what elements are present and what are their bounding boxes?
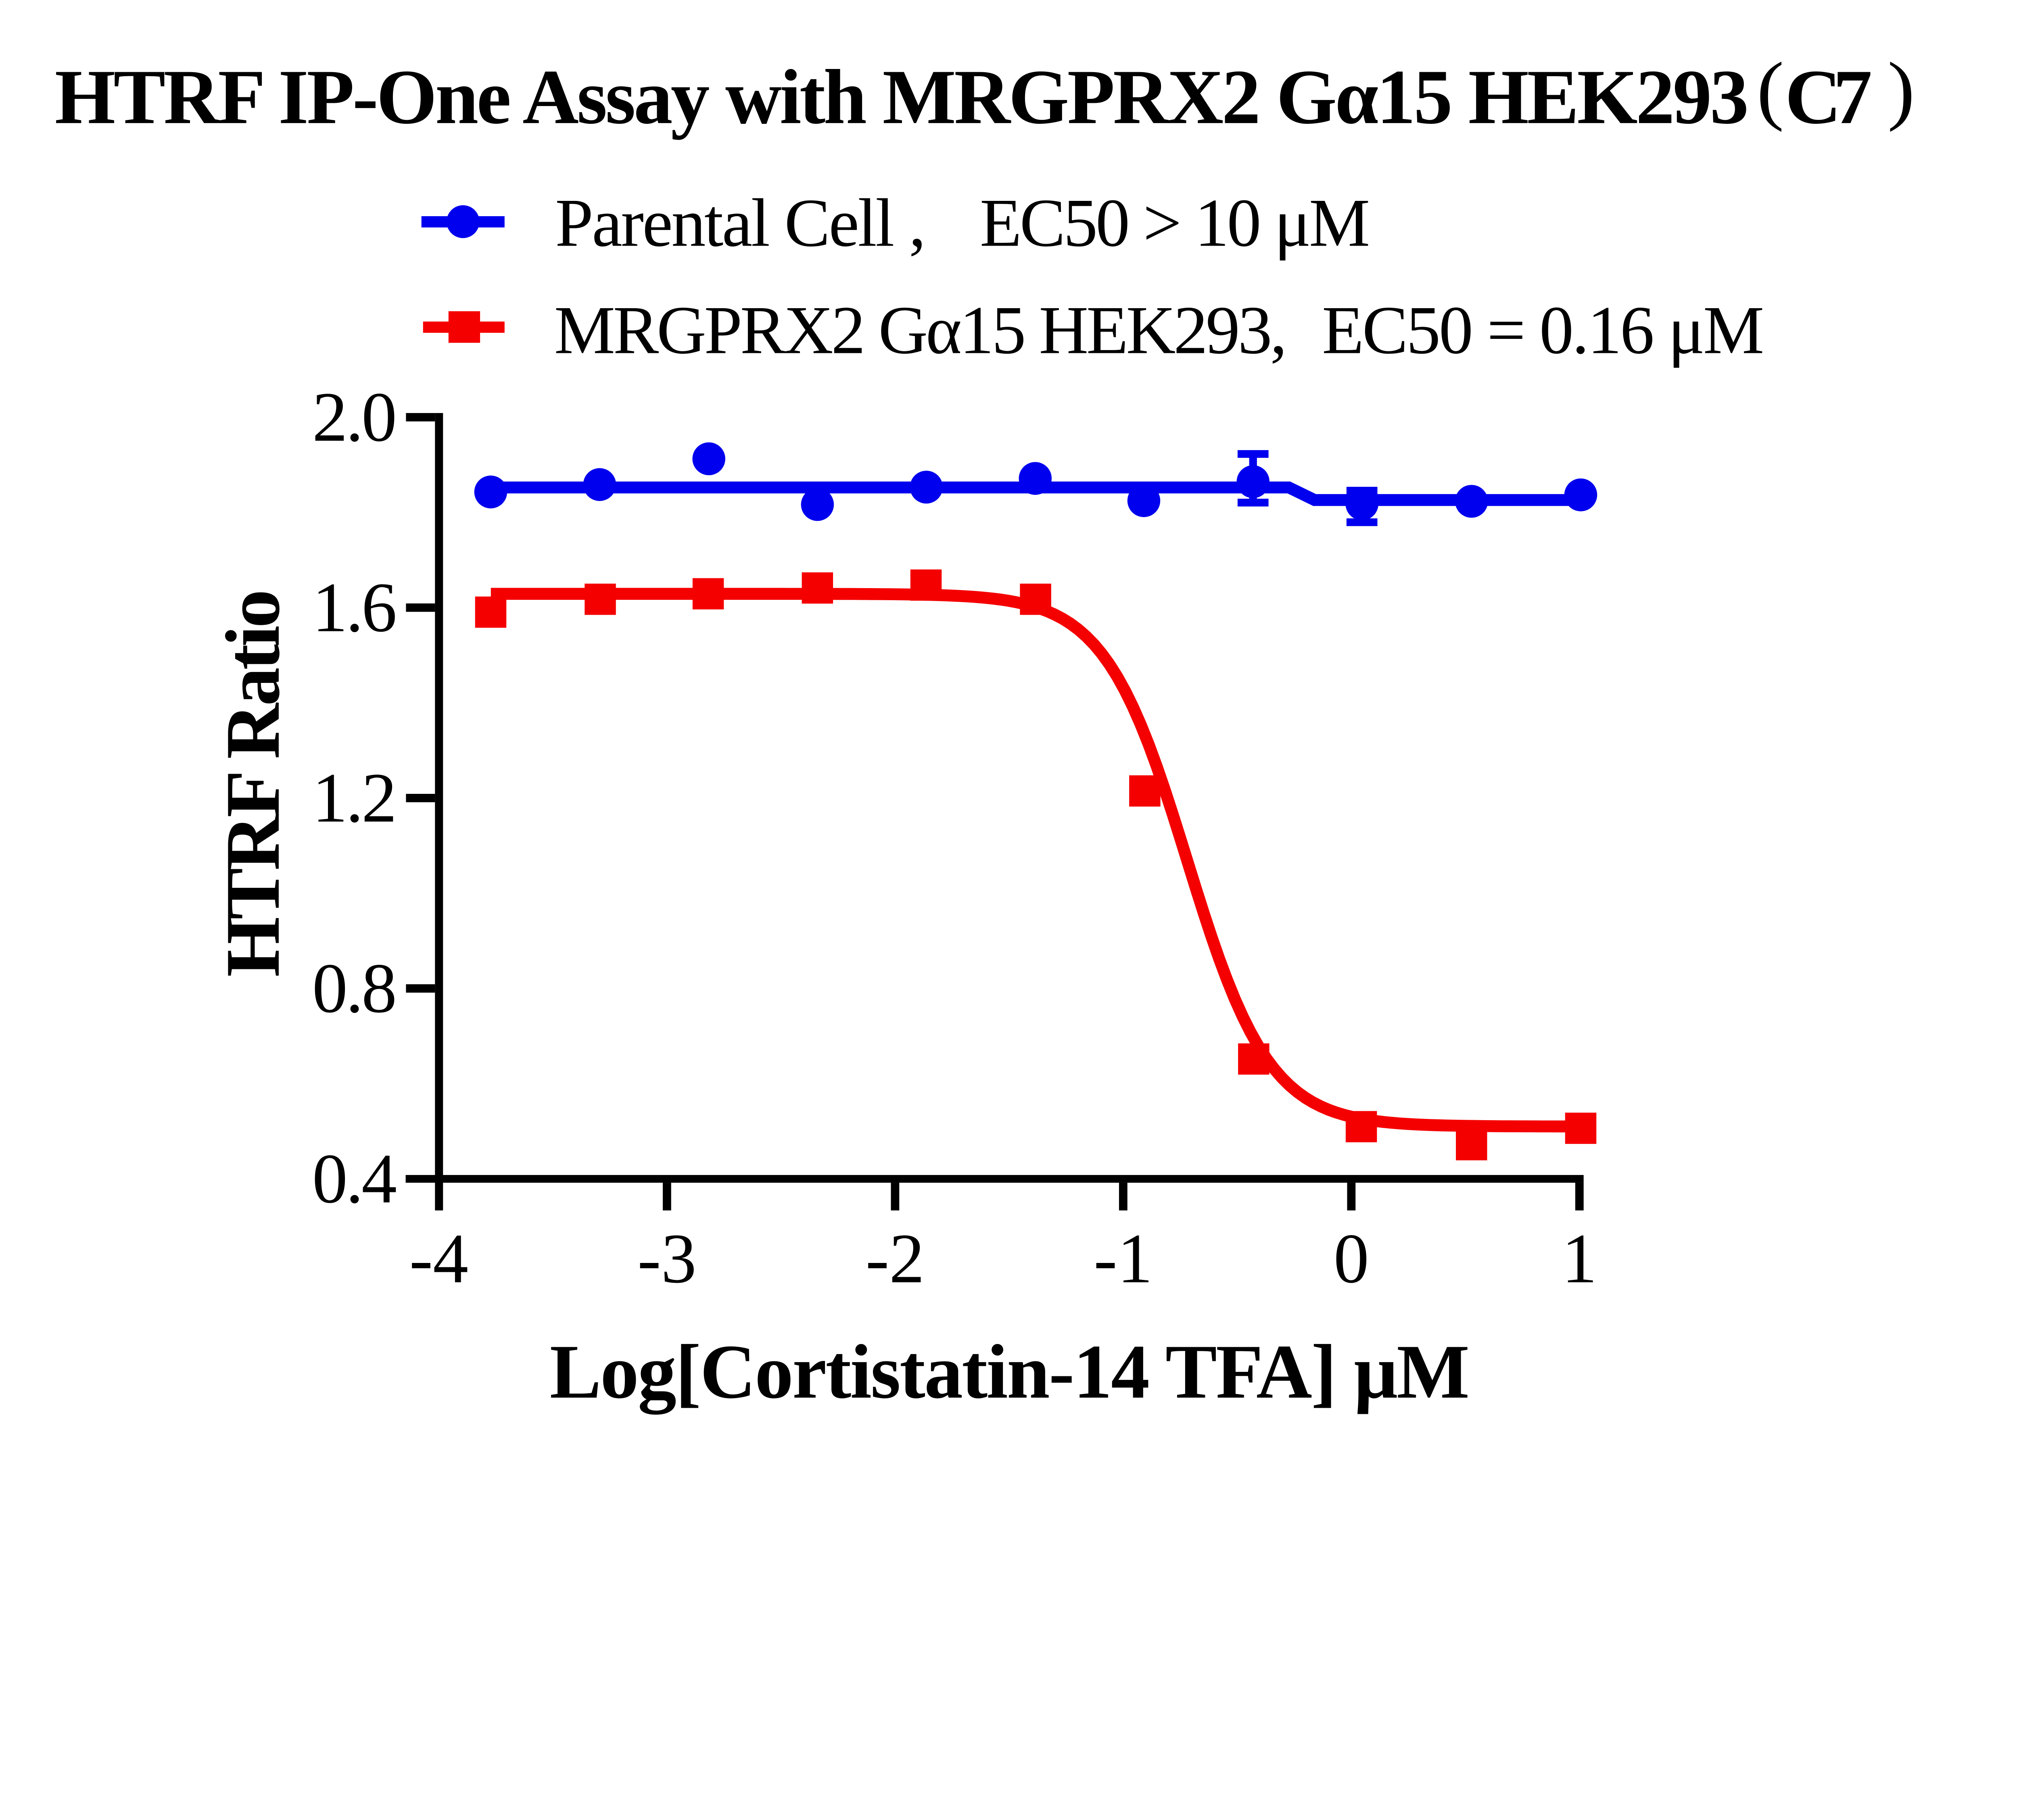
- svg-text:1.6: 1.6: [312, 568, 395, 647]
- svg-text:0.4: 0.4: [312, 1140, 396, 1218]
- svg-text:-1: -1: [1094, 1219, 1153, 1298]
- svg-text:EC50 = 0.16 μM: EC50 = 0.16 μM: [1322, 292, 1762, 368]
- svg-text:C7: C7: [1785, 54, 1871, 140]
- svg-text:2.0: 2.0: [312, 378, 395, 457]
- svg-text:-3: -3: [637, 1219, 696, 1298]
- svg-text:HTRF Ratio: HTRF Ratio: [210, 592, 296, 977]
- svg-text:Parental Cell ,: Parental Cell ,: [555, 184, 925, 261]
- svg-text:EC50 > 10 μM: EC50 > 10 μM: [980, 184, 1368, 261]
- svg-text:0: 0: [1334, 1219, 1369, 1298]
- svg-text:-2: -2: [866, 1219, 925, 1298]
- svg-text:): ): [1888, 47, 1915, 132]
- svg-text:MRGPRX2 Gα15 HEK293,: MRGPRX2 Gα15 HEK293,: [554, 292, 1285, 368]
- svg-text:1: 1: [1562, 1219, 1597, 1298]
- svg-text:1.2: 1.2: [312, 759, 395, 837]
- svg-text:Log[Cortistatin-14 TFA] μM: Log[Cortistatin-14 TFA] μM: [550, 1329, 1469, 1415]
- svg-text:-4: -4: [409, 1219, 468, 1298]
- svg-text:(: (: [1757, 47, 1784, 132]
- svg-text:0.8: 0.8: [312, 949, 395, 1028]
- svg-text:HTRF IP-One Assay with MRGPRX2: HTRF IP-One Assay with MRGPRX2 Gα15 HEK2…: [55, 54, 1747, 140]
